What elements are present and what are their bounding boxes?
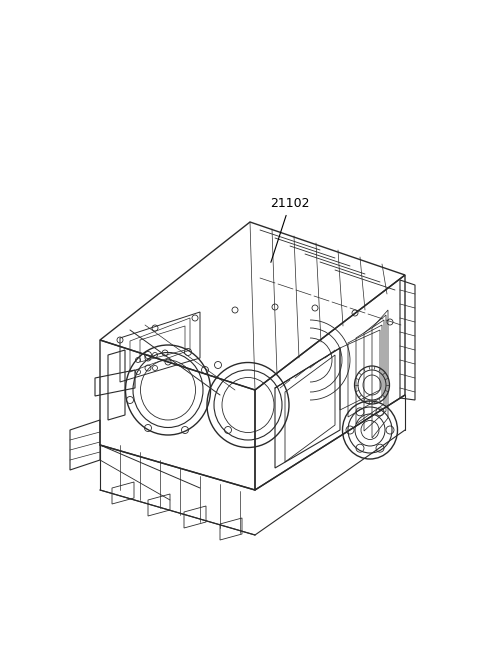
Text: 21102: 21102: [270, 197, 310, 263]
